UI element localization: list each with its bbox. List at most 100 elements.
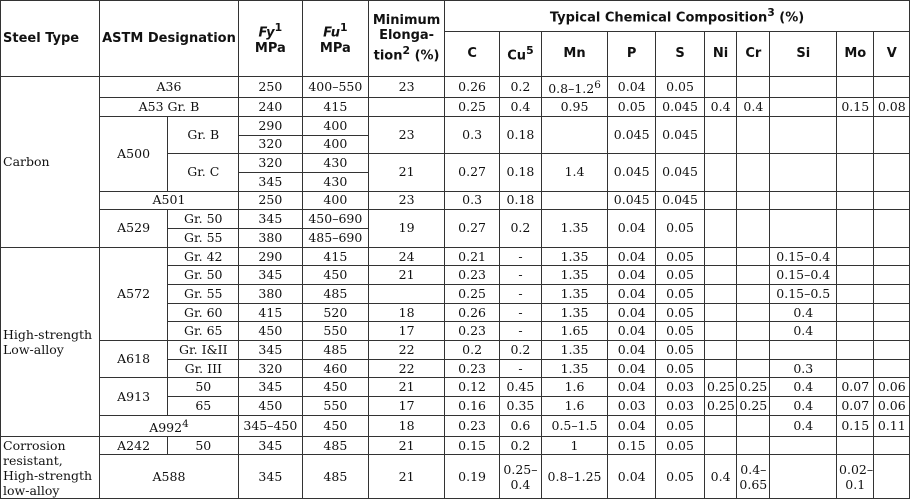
- fu-cell-value: 450–690: [308, 211, 363, 227]
- fu-unit: MPa: [319, 41, 351, 57]
- elong-cell: 21: [368, 377, 446, 398]
- fy-cell: 290: [238, 246, 303, 267]
- c-cell-value: 0.3: [462, 127, 483, 143]
- si-cell-value: 0.4: [793, 398, 814, 413]
- s-cell: 0.03: [655, 377, 705, 398]
- c-cell: 0.15: [444, 436, 501, 455]
- cu-cell: 0.18: [499, 190, 542, 211]
- elong-cell-value: 22: [398, 360, 415, 376]
- fu-cell: 520: [301, 302, 370, 323]
- fu-cell: 415: [301, 246, 370, 267]
- grade-a500-c-value: Gr. C: [187, 164, 220, 180]
- s-cell: 0.045: [655, 153, 705, 192]
- p-cell-value: 0.04: [617, 417, 646, 433]
- s-cell: 0.05: [655, 321, 705, 342]
- mo-cell: [836, 284, 875, 304]
- si-cell-value: 0.15–0.4: [776, 267, 831, 283]
- chem-unit: (%): [779, 10, 805, 26]
- mn-cell: 1.4: [540, 153, 609, 192]
- fu-cell-value: 520: [323, 304, 348, 320]
- mn-cell-value: 1.35: [560, 285, 589, 301]
- v-cell: [873, 340, 910, 360]
- p-cell-value: 0.04: [617, 323, 646, 339]
- fy-cell: 415: [238, 302, 303, 323]
- elong-cell: 23: [368, 75, 446, 99]
- fy-cell: 345: [238, 340, 303, 360]
- header-element-cu: Cu5: [499, 31, 542, 77]
- fu-cell-value: 400: [323, 192, 348, 208]
- element-symbol: Mo: [844, 46, 867, 61]
- c-cell: 0.25: [444, 284, 501, 304]
- elong-cell-value: 21: [398, 437, 415, 453]
- mn-cell-value: 1.6: [564, 398, 585, 413]
- cu-cell-value: -: [518, 267, 523, 283]
- cr-cell-value: 0.25: [739, 379, 768, 395]
- cr-cell: 0.4–0.65: [736, 454, 771, 499]
- fy-cell: 320: [238, 134, 303, 155]
- elong-cell: 21: [368, 436, 446, 455]
- fu-cell-value: 430: [323, 155, 348, 171]
- mn-cell: 0.95: [540, 97, 609, 117]
- header-element-v: V: [873, 31, 910, 77]
- elong-cell-value: 18: [398, 417, 415, 433]
- header-steel-type: Steel Type: [0, 0, 100, 77]
- elong-cell: 22: [368, 358, 446, 379]
- v-cell: 0.06: [873, 377, 910, 398]
- min-elong-line3: tion: [373, 48, 403, 64]
- mn-cell: 1.6: [540, 377, 609, 398]
- si-cell-value: 0.4: [793, 417, 814, 433]
- min-elong-unit: (%): [414, 48, 440, 64]
- mn-cell-value: 0.8–1.25: [547, 468, 602, 484]
- p-cell: 0.05: [607, 97, 657, 117]
- fy-cell-value: 345: [258, 437, 283, 453]
- p-cell: 0.04: [607, 209, 657, 248]
- fy-cell-value: 345: [258, 173, 283, 189]
- elong-cell: 21: [368, 153, 446, 192]
- ni-cell: 0.25: [703, 377, 738, 398]
- p-cell: 0.04: [607, 302, 657, 323]
- s-cell: 0.05: [655, 340, 705, 360]
- fu-cell-value: 485: [323, 437, 348, 453]
- s-cell-value: 0.05: [666, 304, 694, 320]
- group-corrosion-value: Corrosion resistant, High-strength low-a…: [3, 437, 93, 498]
- fu-cell: 400: [301, 115, 370, 136]
- s-cell: 0.05: [655, 454, 705, 499]
- mn-cell: 1.35: [540, 358, 609, 379]
- mo-cell: 0.07: [836, 377, 875, 398]
- cr-cell: [736, 302, 771, 323]
- cu-cell: 0.18: [499, 153, 542, 192]
- mo-cell: [836, 246, 875, 267]
- fy-cell-value: 380: [258, 229, 283, 245]
- cr-cell: [736, 358, 771, 379]
- ni-cell: [703, 190, 738, 211]
- mn-cell: 1.35: [540, 265, 609, 286]
- cu-cell: 0.35: [499, 396, 542, 416]
- mn-cell-value: 0.95: [560, 99, 589, 114]
- c-cell-value: 0.23: [458, 360, 486, 376]
- fy-cell-value: 320: [258, 136, 283, 152]
- s-cell: 0.05: [655, 284, 705, 304]
- s-cell-value: 0.03: [666, 379, 694, 395]
- p-cell-value: 0.03: [617, 398, 646, 413]
- header-element-p: P: [607, 31, 657, 77]
- cu-footnote: 5: [526, 44, 534, 58]
- p-cell: 0.04: [607, 377, 657, 398]
- cr-cell: [736, 321, 771, 342]
- header-fy: Fy1 MPa: [238, 0, 303, 77]
- si-cell-value: 0.4: [793, 304, 814, 320]
- fu-cell: 485: [301, 284, 370, 304]
- fu-cell: 485–690: [301, 227, 370, 248]
- p-cell-value: 0.04: [617, 285, 646, 301]
- grade-cell-value: Gr. 60: [184, 304, 223, 320]
- ni-cell: [703, 75, 738, 99]
- c-cell-value: 0.27: [458, 220, 486, 236]
- cu-cell-value: -: [518, 360, 523, 376]
- cu-cell: 0.6: [499, 414, 542, 438]
- p-cell-value: 0.04: [617, 360, 646, 376]
- fu-cell: 400: [301, 190, 370, 211]
- desig-a618: A618: [98, 340, 169, 379]
- grade-cell-value: Gr. 42: [184, 248, 223, 264]
- s-cell-value: 0.05: [666, 341, 694, 357]
- cr-cell: [736, 340, 771, 360]
- group-hsla-value: High-strength Low-alloy: [3, 326, 93, 357]
